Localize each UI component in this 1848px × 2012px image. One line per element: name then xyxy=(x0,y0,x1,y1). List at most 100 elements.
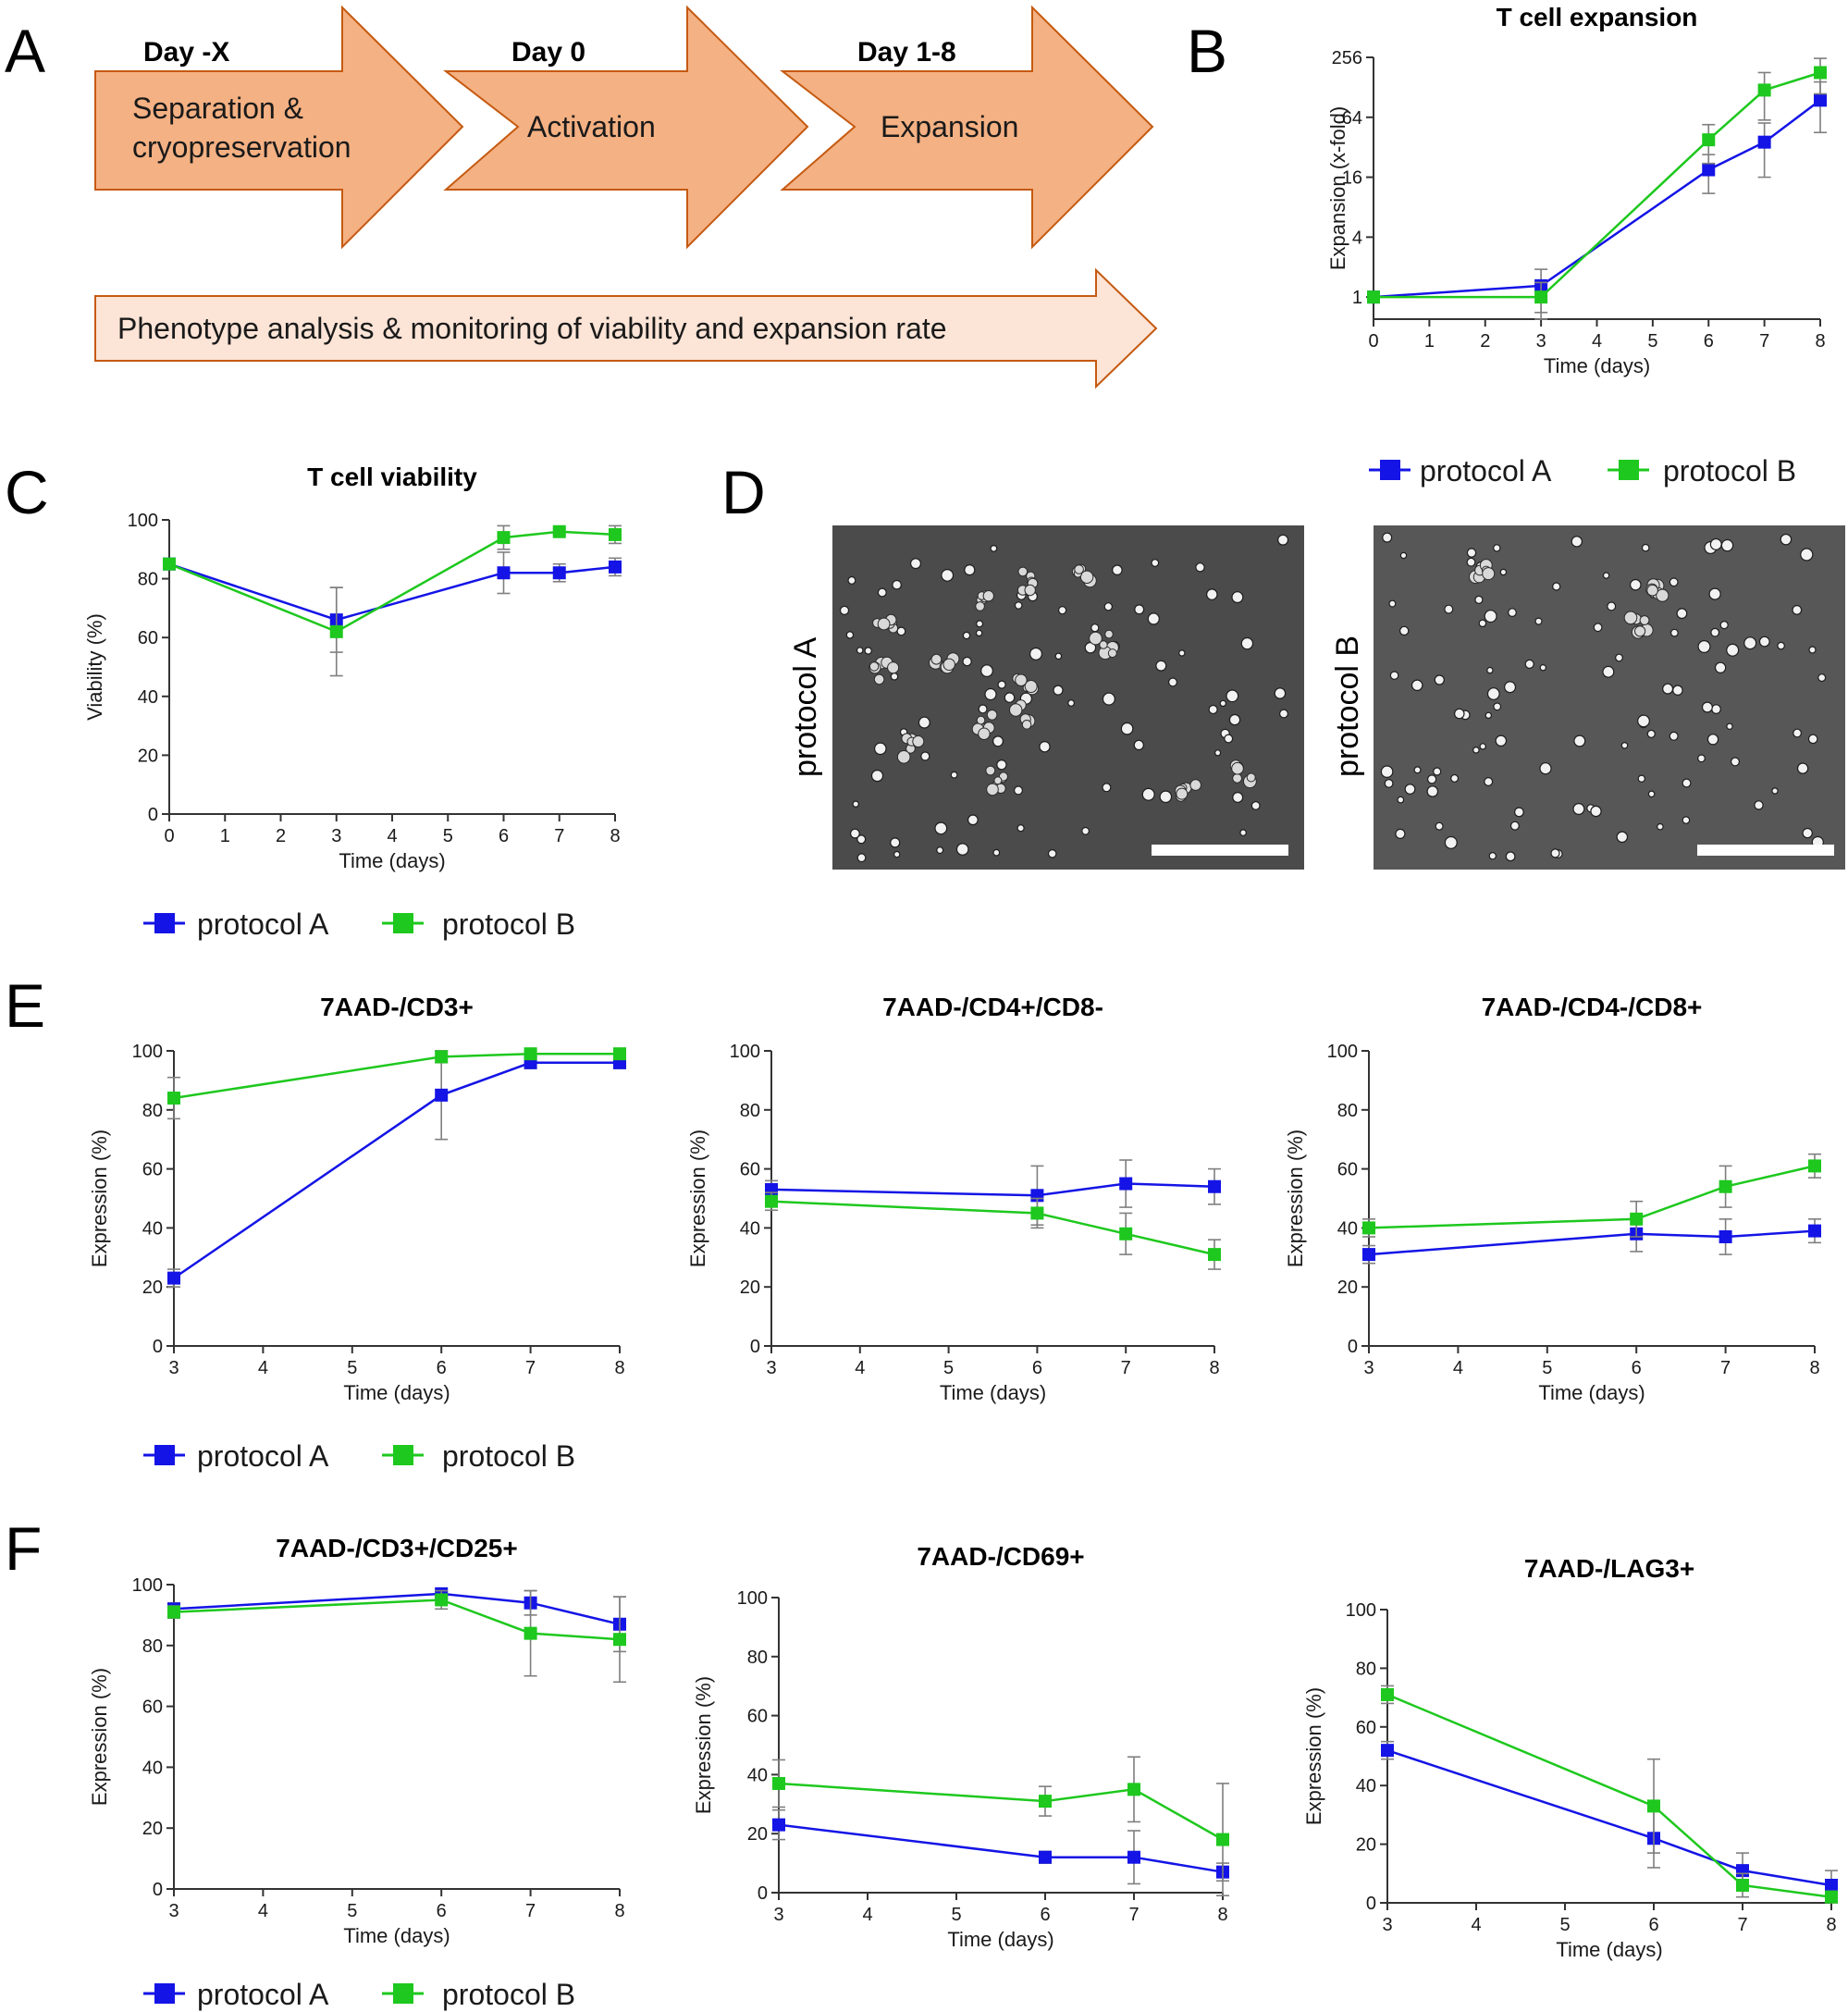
cell xyxy=(967,814,979,826)
cell xyxy=(1232,791,1244,803)
cell xyxy=(847,575,856,585)
x-tick-label: 4 xyxy=(387,826,397,846)
y-tick-label: 0 xyxy=(1366,1894,1376,1914)
x-tick-label: 6 xyxy=(1040,1905,1050,1925)
cell xyxy=(1484,610,1497,623)
legend-marker-b xyxy=(393,913,413,933)
chart-cd69: 7AAD-/CD69+ 0 20 40 60 80 100 3 4 5 6 7 8 Time (days)… xyxy=(692,1542,1229,1951)
cell xyxy=(1777,641,1785,650)
cell xyxy=(1433,767,1442,776)
cell-cluster xyxy=(1104,629,1114,639)
legend-label-a: protocol A xyxy=(197,907,329,941)
cell xyxy=(1552,582,1561,591)
chart-cd3-cd25: 7AAD-/CD3+/CD25+ 0 20 40 60 80 100 3 4 5 6 7 8 Time (… xyxy=(88,1534,626,1947)
cell xyxy=(1231,591,1244,604)
cell-cluster xyxy=(1646,584,1658,597)
legend-label-a: protocol A xyxy=(197,1978,329,2011)
cell xyxy=(1054,652,1063,660)
cell xyxy=(1466,548,1477,558)
y-tick-label: 20 xyxy=(142,1278,163,1298)
cell xyxy=(918,716,930,729)
x-tick-label: 3 xyxy=(168,1358,179,1378)
cell xyxy=(1657,822,1664,831)
y-tick-label: 0 xyxy=(758,1883,768,1904)
chart-title: 7AAD-/CD3+/CD25+ xyxy=(276,1534,517,1562)
x-axis-label: Time (days) xyxy=(1544,354,1650,377)
x-tick-label: 7 xyxy=(1121,1358,1131,1378)
y-tick-label: 0 xyxy=(153,1337,163,1357)
cell xyxy=(1485,711,1493,720)
cell xyxy=(990,545,998,552)
y-tick-label: 20 xyxy=(1356,1835,1376,1856)
cell-cluster xyxy=(1099,640,1108,649)
scale-bar-protocol-b xyxy=(1697,845,1834,856)
cell xyxy=(1620,741,1629,749)
legend-label-a: protocol A xyxy=(1420,454,1552,488)
legend-e: protocol A protocol B xyxy=(143,1439,575,1473)
data-point xyxy=(1814,66,1827,80)
cell xyxy=(870,769,884,783)
cell xyxy=(1103,602,1114,611)
cell xyxy=(1484,776,1494,786)
data-point xyxy=(167,1271,180,1285)
series-line xyxy=(778,1823,1224,1873)
data-point xyxy=(1216,1833,1229,1846)
chart-title: 7AAD-/CD4-/CD8+ xyxy=(1482,993,1703,1021)
cell-cluster xyxy=(985,765,996,776)
x-tick-label: 0 xyxy=(164,826,174,846)
cell xyxy=(1141,787,1155,801)
cell xyxy=(1226,689,1239,703)
cell xyxy=(962,631,971,640)
series-protocol-b xyxy=(1367,57,1827,320)
cell xyxy=(1090,623,1100,633)
x-axis-label: Time (days) xyxy=(343,1924,450,1947)
x-tick-label: 6 xyxy=(437,1901,447,1921)
x-tick-label: 3 xyxy=(773,1905,783,1925)
cell xyxy=(1278,709,1288,719)
data-point xyxy=(1119,1227,1133,1241)
cell xyxy=(1444,835,1458,849)
legend-label-b: protocol B xyxy=(442,1978,575,2011)
cell xyxy=(1706,734,1719,746)
cell xyxy=(1571,536,1583,548)
cell xyxy=(1682,816,1691,824)
x-tick-label: 7 xyxy=(1720,1358,1731,1378)
data-point xyxy=(167,1092,180,1105)
cell xyxy=(1474,595,1484,605)
cell xyxy=(1573,734,1586,747)
workflow-arrow-2 xyxy=(443,5,809,250)
cell xyxy=(1758,636,1770,648)
x-tick-label: 3 xyxy=(1382,1915,1392,1935)
cell xyxy=(980,664,993,677)
cell xyxy=(1708,587,1721,600)
y-tick-label: 0 xyxy=(153,1880,163,1900)
cell-cluster xyxy=(1232,772,1242,784)
data-point xyxy=(435,1050,449,1064)
data-point xyxy=(613,1047,626,1061)
step-2-label: Activation xyxy=(527,110,656,143)
cell xyxy=(1219,699,1227,708)
workflow-arrow-1 xyxy=(94,5,464,250)
workflow-arrow-3 xyxy=(780,5,1154,250)
cell xyxy=(1641,543,1650,552)
microscopy-image-protocol-a xyxy=(832,525,1304,870)
x-tick-label: 4 xyxy=(1471,1915,1481,1935)
cell-cluster xyxy=(982,590,995,602)
cell-field-protocol-a xyxy=(839,534,1289,863)
x-tick-label: 6 xyxy=(437,1358,447,1378)
cell-cluster xyxy=(986,783,999,796)
cell xyxy=(1646,729,1656,739)
cell xyxy=(1081,826,1090,835)
series-line xyxy=(1386,1749,1832,1887)
legend-marker-a xyxy=(154,1983,175,2004)
cell xyxy=(1630,578,1642,591)
x-tick-label: 8 xyxy=(1209,1358,1219,1378)
y-tick-label: 100 xyxy=(132,1042,163,1062)
data-point xyxy=(1119,1177,1133,1191)
data-point xyxy=(772,1776,785,1790)
data-point xyxy=(524,1047,537,1061)
microscopy-image-protocol-b xyxy=(1374,525,1845,870)
cell-cluster xyxy=(877,617,891,631)
panel-letter-d: D xyxy=(721,458,766,526)
x-tick-label: 5 xyxy=(951,1905,961,1925)
